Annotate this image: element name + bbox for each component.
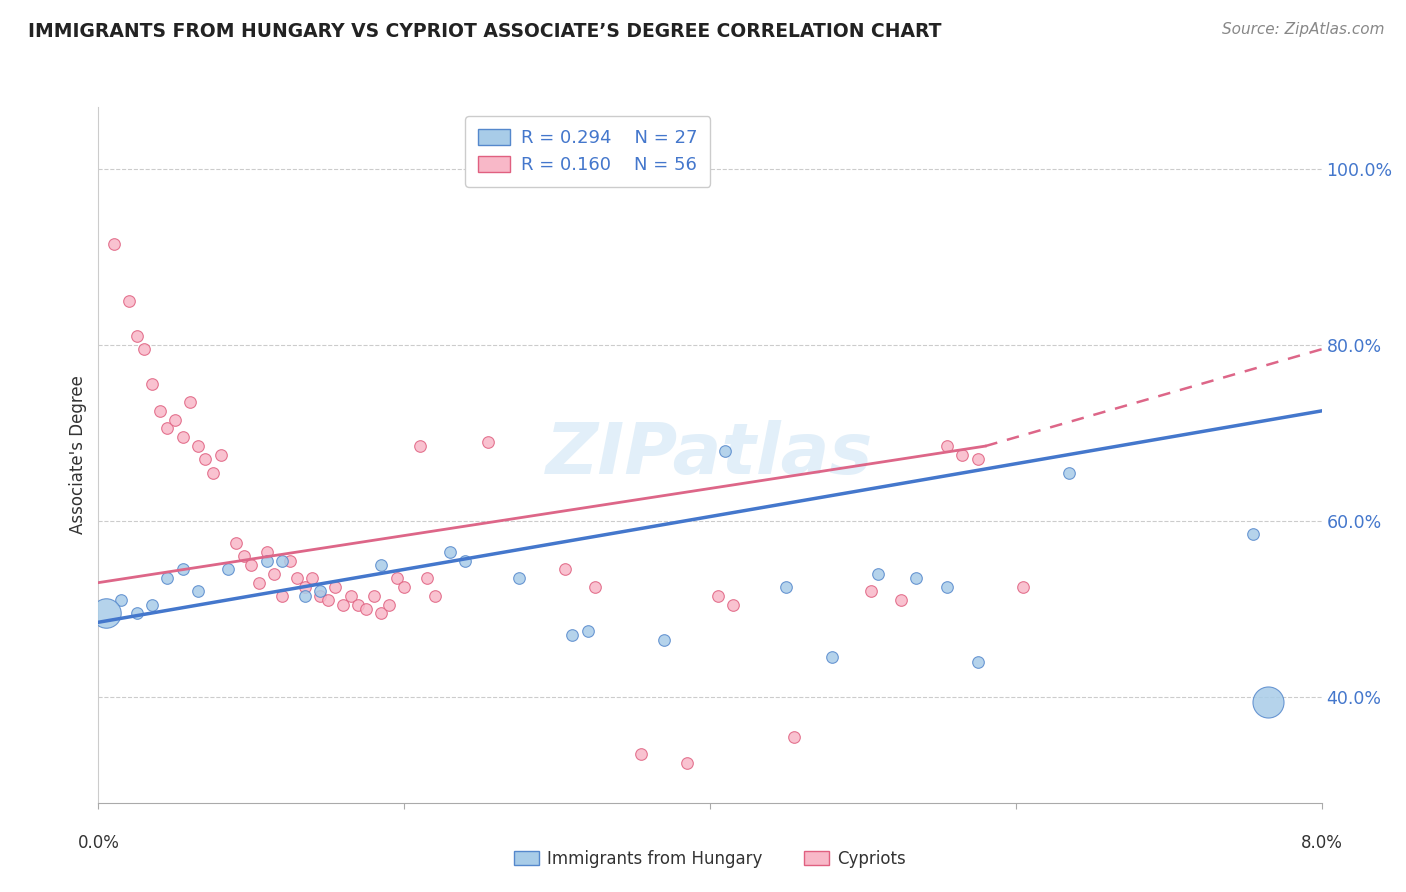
- Point: [149, 404, 172, 418]
- Point: [821, 650, 844, 665]
- Point: [225, 536, 247, 550]
- Point: [94, 607, 117, 621]
- Point: [775, 580, 797, 594]
- Y-axis label: Associate's Degree: Associate's Degree: [69, 376, 87, 534]
- Point: [950, 448, 973, 462]
- Point: [508, 571, 530, 585]
- Point: [103, 236, 125, 251]
- Point: [256, 545, 278, 559]
- Point: [187, 439, 209, 453]
- Point: [561, 628, 583, 642]
- Point: [477, 434, 499, 449]
- Point: [454, 553, 477, 567]
- Point: [301, 571, 323, 585]
- Point: [1012, 580, 1035, 594]
- Point: [263, 566, 285, 581]
- Point: [363, 589, 385, 603]
- Point: [172, 562, 194, 576]
- Point: [156, 421, 179, 435]
- Point: [370, 558, 392, 572]
- Point: [783, 730, 806, 744]
- Point: [868, 566, 890, 581]
- Point: [232, 549, 254, 564]
- Point: [134, 343, 156, 357]
- Point: [316, 593, 339, 607]
- Point: [859, 584, 882, 599]
- Point: [141, 598, 163, 612]
- Point: [118, 293, 141, 308]
- Point: [378, 598, 401, 612]
- Point: [576, 624, 599, 638]
- Point: [278, 553, 301, 567]
- Point: [905, 571, 928, 585]
- Point: [285, 571, 308, 585]
- Point: [187, 584, 209, 599]
- Point: [936, 580, 959, 594]
- Text: 8.0%: 8.0%: [1301, 834, 1343, 852]
- Point: [172, 430, 194, 444]
- Point: [936, 439, 959, 453]
- Point: [110, 593, 132, 607]
- Point: [240, 558, 263, 572]
- Point: [714, 443, 737, 458]
- Point: [423, 589, 446, 603]
- Point: [408, 439, 430, 453]
- Text: IMMIGRANTS FROM HUNGARY VS CYPRIOT ASSOCIATE’S DEGREE CORRELATION CHART: IMMIGRANTS FROM HUNGARY VS CYPRIOT ASSOC…: [28, 22, 942, 41]
- Point: [890, 593, 912, 607]
- Point: [354, 602, 377, 616]
- Point: [966, 655, 988, 669]
- Point: [583, 580, 606, 594]
- Point: [294, 589, 316, 603]
- Point: [370, 607, 392, 621]
- Point: [202, 466, 225, 480]
- Point: [416, 571, 439, 585]
- Point: [309, 589, 332, 603]
- Point: [392, 580, 416, 594]
- Point: [706, 589, 728, 603]
- Point: [179, 395, 201, 409]
- Point: [325, 580, 347, 594]
- Point: [270, 589, 294, 603]
- Point: [247, 575, 270, 590]
- Point: [439, 545, 461, 559]
- Point: [966, 452, 988, 467]
- Point: [256, 553, 278, 567]
- Point: [347, 598, 370, 612]
- Text: Source: ZipAtlas.com: Source: ZipAtlas.com: [1222, 22, 1385, 37]
- Point: [676, 756, 699, 771]
- Point: [652, 632, 675, 647]
- Point: [1257, 694, 1279, 708]
- Point: [339, 589, 361, 603]
- Point: [194, 452, 217, 467]
- Text: ZIPatlas: ZIPatlas: [547, 420, 873, 490]
- Point: [1241, 527, 1264, 541]
- Point: [217, 562, 239, 576]
- Point: [125, 329, 148, 343]
- Point: [309, 584, 332, 599]
- Point: [385, 571, 408, 585]
- Text: 0.0%: 0.0%: [77, 834, 120, 852]
- Point: [270, 553, 294, 567]
- Point: [554, 562, 576, 576]
- Point: [209, 448, 232, 462]
- Point: [332, 598, 354, 612]
- Point: [141, 377, 163, 392]
- Point: [294, 580, 316, 594]
- Point: [156, 571, 179, 585]
- Legend: Immigrants from Hungary, Cypriots: Immigrants from Hungary, Cypriots: [508, 843, 912, 874]
- Point: [163, 413, 186, 427]
- Point: [125, 607, 148, 621]
- Point: [630, 747, 652, 762]
- Point: [721, 598, 744, 612]
- Point: [1059, 466, 1081, 480]
